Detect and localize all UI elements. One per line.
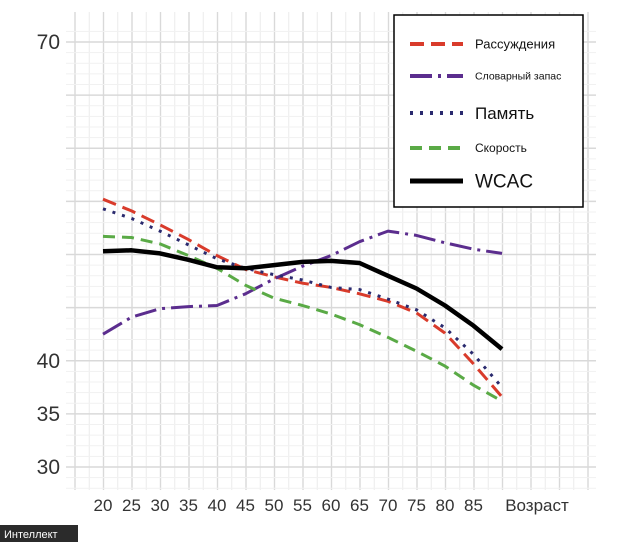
series-line-словарный-запас: [102, 229, 503, 336]
legend: Рассуждения Словарный запас Память Скорость…: [393, 14, 584, 208]
x-tick-label: 20: [94, 496, 113, 515]
legend-label: Память: [475, 104, 534, 123]
x-tick-label: 55: [293, 496, 312, 515]
x-tick-label: 45: [236, 496, 255, 515]
x-tick-label: 35: [179, 496, 198, 515]
x-tick-label: 40: [208, 496, 227, 515]
x-tick-label: 70: [379, 496, 398, 515]
y-tick-label: 70: [37, 31, 60, 54]
watermark: Интеллект: [4, 529, 58, 541]
y-axis-ticks: 30 35 40 70: [37, 31, 60, 479]
x-tick-label: 30: [151, 496, 170, 515]
legend-label: Словарный запас: [475, 71, 561, 83]
x-tick-label: 25: [122, 496, 141, 515]
y-tick-label: 30: [37, 456, 60, 479]
x-axis-label: Возраст: [505, 496, 569, 515]
x-tick-label: 65: [350, 496, 369, 515]
series-line-память: [102, 207, 504, 389]
series-line-wcac: [102, 248, 504, 351]
legend-label: Рассуждения: [475, 37, 555, 52]
legend-box: [393, 14, 584, 208]
legend-label: WCAC: [475, 172, 533, 193]
x-tick-label: 80: [436, 496, 455, 515]
watermark-group: Интеллект: [0, 525, 78, 542]
series-line-рассуждения: [102, 197, 504, 398]
y-tick-label: 35: [37, 403, 60, 426]
x-tick-label: 85: [464, 496, 483, 515]
y-tick-label: 40: [37, 350, 60, 373]
series-group: [102, 197, 504, 403]
x-tick-label: 75: [407, 496, 426, 515]
legend-label: Скорость: [475, 141, 527, 155]
watermark-background: [0, 525, 78, 542]
series-line-скорость: [102, 234, 503, 403]
x-tick-label: 60: [322, 496, 341, 515]
x-tick-label: 50: [265, 496, 284, 515]
x-axis-ticks: 20 25 30 35 40 45 50 55 60 65 70 75 80 85 Возраст: [94, 496, 569, 515]
